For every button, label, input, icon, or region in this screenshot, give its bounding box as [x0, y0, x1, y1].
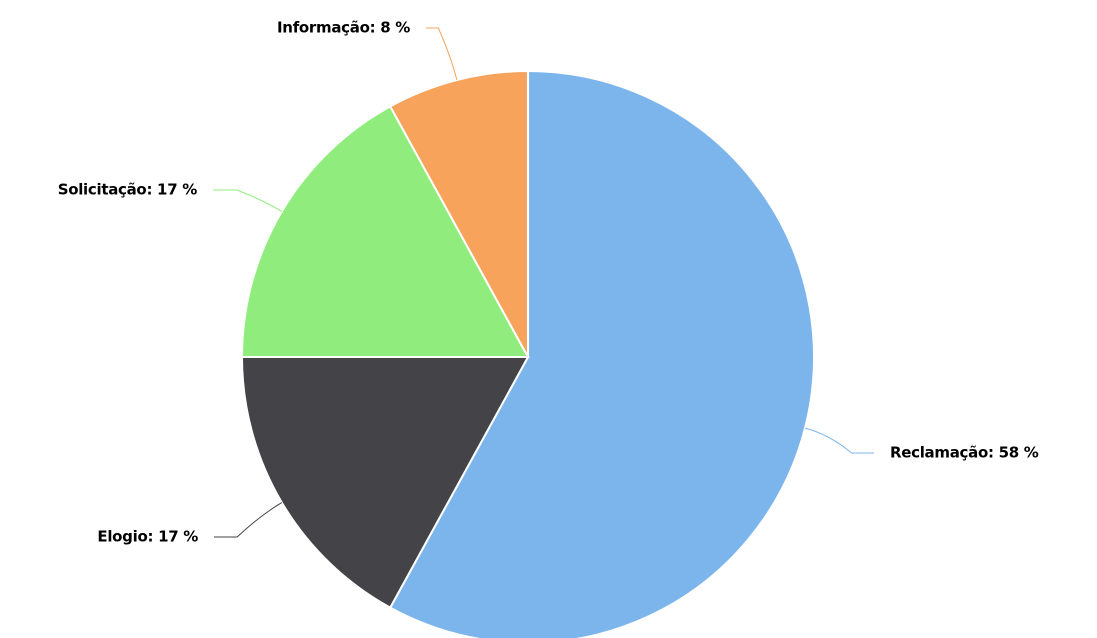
data-label: Elogio: 17 %: [97, 528, 198, 546]
connector: [804, 427, 874, 454]
connector: [426, 27, 458, 81]
pie-slice: [388, 69, 529, 358]
data-label: Informação: 8 %: [277, 19, 410, 37]
pie-slice: [388, 69, 815, 638]
connector: [214, 502, 283, 538]
data-label: Reclamação: 58 %: [890, 444, 1039, 462]
connector: [213, 189, 283, 212]
data-label: Solicitação: 17 %: [58, 181, 198, 199]
